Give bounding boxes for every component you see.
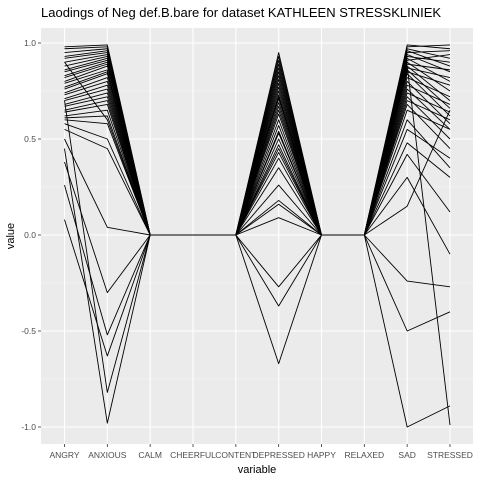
series-line — [64, 100, 451, 236]
series-line — [64, 80, 451, 236]
y-tick-label: -0.5 — [21, 326, 36, 336]
series-line — [64, 96, 451, 236]
x-tick-label: DEPRESSED — [252, 450, 304, 460]
series-line — [64, 65, 451, 426]
x-tick-label: CALM — [138, 450, 162, 460]
x-tick-label: RELAXED — [344, 450, 384, 460]
x-tick-label: ANGRY — [49, 450, 79, 460]
x-tick-label: SAD — [398, 450, 415, 460]
series-line — [64, 128, 451, 236]
series-line — [64, 184, 451, 336]
series-line — [64, 119, 451, 236]
series-line — [64, 110, 451, 294]
x-tick-label: CONTENT — [215, 450, 256, 460]
y-tick-label: -1.0 — [21, 422, 36, 432]
x-tick-label: STRESSED — [427, 450, 473, 460]
series-line — [64, 138, 451, 236]
series-line — [64, 219, 451, 357]
x-axis: ANGRY ANXIOUS CALM CHEERFUL CONTENTDEPRESSED… — [49, 444, 473, 460]
y-axis: -1.0 -0.5 0.0 0.5 1.0 — [21, 38, 41, 432]
y-tick-label: 0.5 — [24, 134, 36, 144]
series-line — [64, 123, 451, 236]
x-axis-title: variable — [238, 464, 277, 476]
series-line — [64, 109, 451, 236]
series-lines — [64, 44, 451, 428]
y-tick-label: 0.0 — [24, 230, 36, 240]
series-line — [64, 100, 451, 428]
y-tick-label: 1.0 — [24, 38, 36, 48]
series-line — [64, 61, 451, 255]
series-line — [64, 73, 451, 236]
x-tick-label: ANXIOUS — [88, 450, 127, 460]
y-axis-title: value — [5, 223, 17, 249]
series-line — [64, 77, 451, 236]
chart-title: Laodings of Neg def.B.bare for dataset K… — [41, 5, 441, 20]
series-line — [64, 103, 451, 236]
x-tick-label: CHEERFUL — [170, 450, 216, 460]
series-line — [64, 84, 451, 236]
series-line — [64, 92, 451, 236]
x-tick-label: HAPPY — [307, 450, 336, 460]
